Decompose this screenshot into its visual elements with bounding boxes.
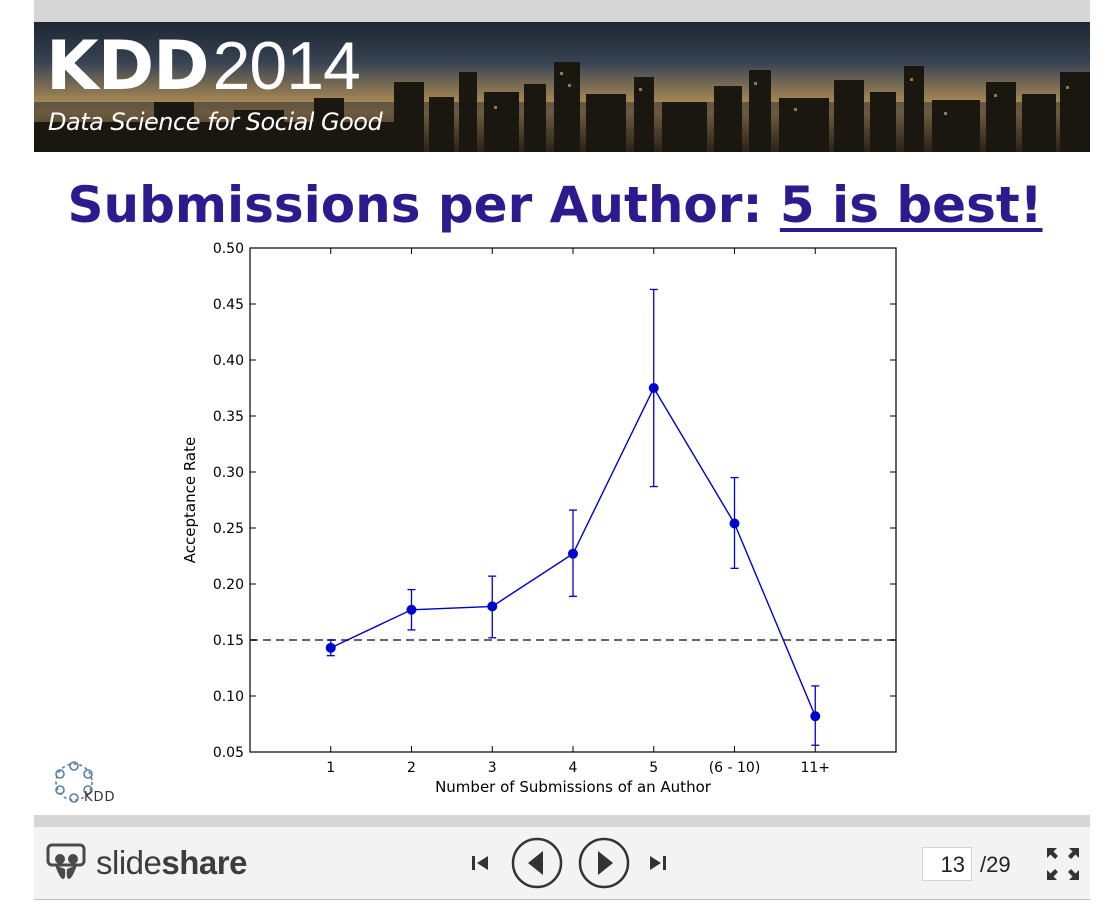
x-tick-label: 3 [488,760,497,776]
banner-title: KDD2014 [46,27,361,106]
slide-title-main: Submissions per Author: [67,176,780,234]
slide-banner: KDD2014 Data Science for Social Good [34,22,1090,152]
slideshare-logo-icon [46,843,86,879]
previous-icon [511,837,563,889]
current-page-input[interactable]: 13 [922,847,972,881]
x-tick-label: 4 [569,760,578,776]
y-tick-label: 0.25 [213,521,244,537]
y-tick-label: 0.35 [213,409,244,425]
y-tick-label: 0.50 [213,241,244,257]
y-tick-label: 0.20 [213,577,244,593]
viewer-mid-frame [34,815,1090,827]
data-point [406,604,417,615]
first-slide-button[interactable] [468,851,492,875]
x-tick-label: (6 - 10) [709,760,761,776]
error-bars [326,288,820,746]
next-slide-button[interactable] [577,836,631,890]
data-point [729,518,740,529]
data-point [648,383,659,393]
skip-last-icon [650,856,666,870]
x-tick-label: 5 [649,760,658,776]
x-tick-label: 2 [407,760,416,776]
banner-title-kdd: KDD [46,27,210,106]
acceptance-rate-chart: 0.05 0.10 0.15 0.20 0.25 0.30 0.35 0.40 0.45 0.50… [181,241,897,796]
data-point [568,548,578,559]
banner-title-year: 2014 [212,28,361,104]
x-axis-label: Number of Submissions of an Author [435,778,712,796]
y-tick-label: 0.15 [213,633,244,649]
data-point [487,601,498,612]
y-axis-label: Acceptance Rate [181,437,199,563]
fullscreen-icon [1047,848,1079,880]
slideshare-wordmark: slideshare [96,844,247,882]
y-tick-label: 0.40 [213,353,244,369]
total-pages: /29 [980,852,1011,877]
skip-first-icon [472,856,488,870]
brand-light-text: slide [96,844,162,881]
slideshare-toolbar: slideshare 13 /29 [34,827,1090,900]
data-point [325,642,336,653]
slide-title: Submissions per Author: 5 is best! [0,170,1110,240]
kdd-logo-label: KDD [84,790,116,805]
data-points [325,383,821,722]
previous-slide-button[interactable] [510,836,564,890]
banner-subtitle: Data Science for Social Good [48,108,383,136]
x-axis-ticks: 1 2 3 4 5 (6 - 10) 11+ [326,248,830,776]
next-icon [578,837,630,889]
data-point [810,711,821,722]
viewer-top-frame [34,0,1090,22]
kdd-logo [55,761,93,803]
y-tick-label: 0.45 [213,297,244,313]
slide-title-emphasis: 5 is best! [779,176,1043,234]
fullscreen-button[interactable] [1044,845,1082,883]
city-skyline-image [34,62,1090,152]
slideshare-brand[interactable]: slideshare [46,843,247,883]
y-axis-ticks: 0.05 0.10 0.15 0.20 0.25 0.30 0.35 0.40 0.45 0.50 [213,241,896,761]
y-tick-label: 0.10 [213,689,244,705]
last-slide-button[interactable] [646,851,670,875]
brand-bold-text: share [161,844,247,881]
x-tick-label: 1 [326,760,335,776]
y-tick-label: 0.05 [213,745,244,761]
x-tick-label: 11+ [800,760,830,776]
y-tick-label: 0.30 [213,465,244,481]
